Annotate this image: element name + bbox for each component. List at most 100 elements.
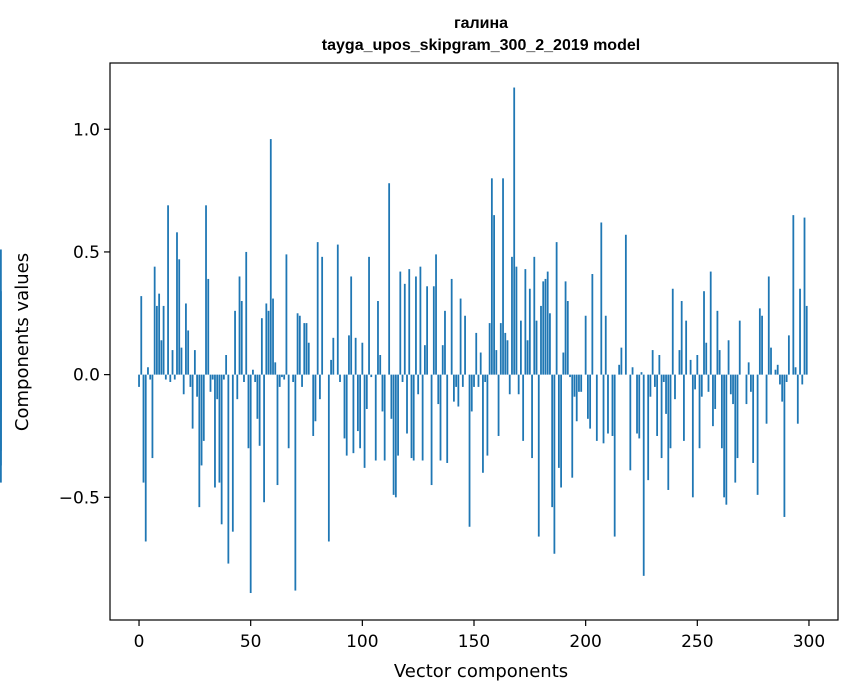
bar-250 (696, 355, 699, 375)
bar-228 (647, 374, 650, 481)
bar-40 (227, 374, 230, 564)
bar-110 (383, 374, 386, 461)
bar-237 (667, 374, 670, 490)
bar-296 (799, 288, 801, 375)
bar-266 (732, 374, 734, 405)
bar-144 (459, 298, 462, 375)
bar-128 (423, 345, 426, 375)
bar-259 (716, 310, 719, 375)
bar-60 (272, 298, 274, 375)
bar-109 (381, 374, 384, 412)
bars-layer (0, 87, 808, 594)
bar-239 (671, 288, 674, 375)
y-tick-label: 0.0 (73, 366, 100, 386)
bar-163 (502, 178, 504, 375)
bar-150 (473, 374, 475, 387)
bar-182 (544, 278, 547, 375)
bar-11 (162, 305, 165, 375)
bar-51 (252, 369, 254, 375)
bar-279 (761, 315, 763, 375)
bar-12 (164, 374, 167, 380)
bar-243 (680, 301, 683, 375)
bar-48 (245, 251, 248, 375)
x-tick-label: 300 (793, 632, 825, 652)
y-tick-label: −0.5 (59, 488, 100, 508)
bar-32 (209, 374, 212, 392)
bar-245 (685, 320, 688, 375)
bar-186 (553, 374, 556, 554)
bar-6 (151, 374, 154, 459)
bar-226 (642, 374, 645, 576)
bar-34 (214, 374, 216, 488)
bar-125 (417, 374, 420, 395)
bar-58 (267, 310, 270, 375)
bar-269 (738, 320, 741, 375)
bar-16 (173, 374, 176, 380)
bar-233 (658, 355, 661, 375)
bar-255 (707, 374, 710, 392)
bar-141 (453, 374, 455, 402)
bar-138 (446, 374, 449, 463)
bar-173 (524, 269, 527, 375)
bar-69 (292, 374, 295, 382)
bar-155 (484, 374, 487, 382)
bar-8 (156, 305, 158, 375)
bar-131 (430, 374, 433, 486)
bar-119 (403, 283, 406, 375)
bar-13 (167, 205, 169, 375)
bar-120 (406, 374, 408, 434)
bar-248 (691, 374, 694, 498)
bar-114 (392, 374, 395, 495)
x-tick-label: 250 (681, 632, 713, 652)
bar-82 (321, 256, 324, 375)
bar-137 (444, 310, 446, 375)
bar-28 (200, 374, 203, 466)
bar-149 (470, 374, 473, 412)
bar-18 (178, 259, 181, 375)
bar-14 (169, 374, 172, 382)
bar-92 (343, 374, 346, 439)
bar-200 (584, 315, 587, 375)
bar-189 (560, 374, 562, 488)
bar-30 (205, 205, 207, 375)
bar-54 (258, 374, 261, 446)
bar-74 (303, 323, 306, 375)
bar-80 (316, 242, 319, 375)
bar-142 (455, 374, 458, 387)
x-tick-label: 150 (458, 632, 490, 652)
bar-192 (566, 301, 569, 375)
bar-195 (573, 374, 576, 397)
bar-118 (401, 374, 404, 382)
bar-76 (307, 342, 310, 375)
bar-231 (653, 374, 656, 387)
bar-95 (350, 276, 353, 375)
bar-203 (591, 274, 594, 375)
bar-143 (457, 374, 460, 407)
bar-207 (600, 222, 603, 375)
bar-140 (450, 278, 453, 375)
bar-178 (535, 320, 538, 375)
bar-179 (537, 374, 540, 537)
bar-208 (602, 374, 605, 444)
bar-216 (620, 347, 623, 375)
bar-93 (345, 374, 348, 456)
bar-3 (144, 374, 147, 542)
bar-90 (339, 374, 341, 382)
bar-167 (511, 256, 513, 375)
bar-180 (540, 305, 542, 375)
bar-170 (517, 374, 520, 395)
bar-183 (546, 271, 549, 375)
bar-288 (781, 374, 784, 402)
bar-136 (441, 345, 444, 375)
bar-98 (356, 374, 359, 432)
bar-33 (211, 374, 214, 380)
x-axis-label: Vector components (394, 661, 568, 682)
bar-281 (765, 374, 768, 424)
bar-55 (260, 318, 263, 375)
bar-166 (508, 374, 511, 395)
bar-253 (703, 291, 705, 375)
bar-56 (263, 374, 265, 503)
bar-1 (140, 296, 143, 375)
bar-221 (631, 367, 634, 375)
bar-135 (439, 374, 442, 461)
